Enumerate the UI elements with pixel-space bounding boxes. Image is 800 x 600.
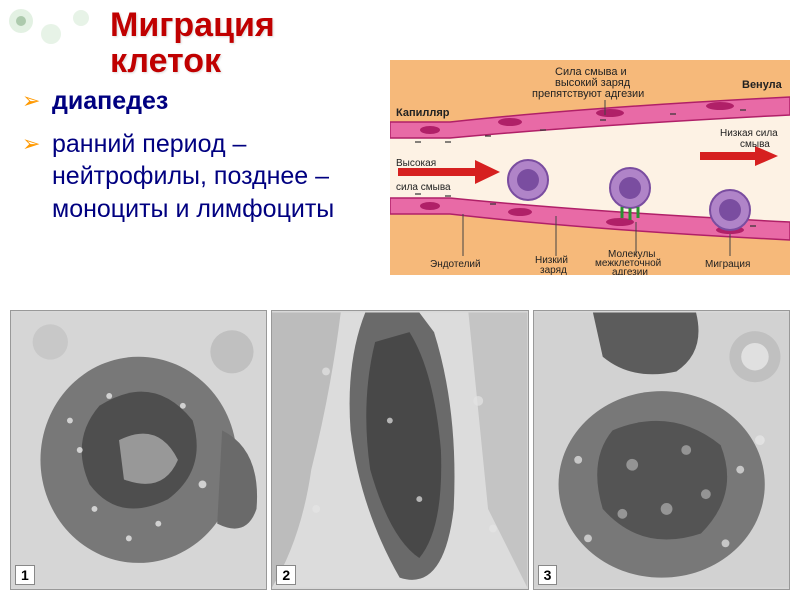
micrograph-3: 3 [533,310,790,590]
diapedesis-diagram: Капилляр Венула Сила смыва и высокий зар… [390,60,790,275]
micrograph-1: 1 [10,310,267,590]
label-capillary: Капилляр [396,107,450,119]
label-endothelium: Эндотелий [430,259,481,270]
bullet-item-2: ранний период – нейтрофилы, позднее – мо… [22,128,372,226]
micrograph-number-3: 3 [538,565,558,585]
micrograph-2: 2 [271,310,528,590]
micrograph-row: 1 2 [10,310,790,590]
cell-3 [710,190,750,230]
label-high-force: Высокая [396,158,436,169]
title-line1: Миграция [110,6,275,44]
decorative-cells [6,6,96,51]
label-venule: Венула [742,79,783,91]
label-force-wash: сила смыва [396,182,451,193]
title-line2: клеток [110,42,221,80]
cell-1 [508,160,548,200]
label-migration: Миграция [705,259,750,270]
micrograph-number-2: 2 [276,565,296,585]
label-low-charge: Низкийзаряд [535,255,568,275]
bullet-item-1: диапедез [22,85,372,118]
bullet-list: диапедез ранний период – нейтрофилы, поз… [22,85,372,235]
micrograph-number-1: 1 [15,565,35,585]
